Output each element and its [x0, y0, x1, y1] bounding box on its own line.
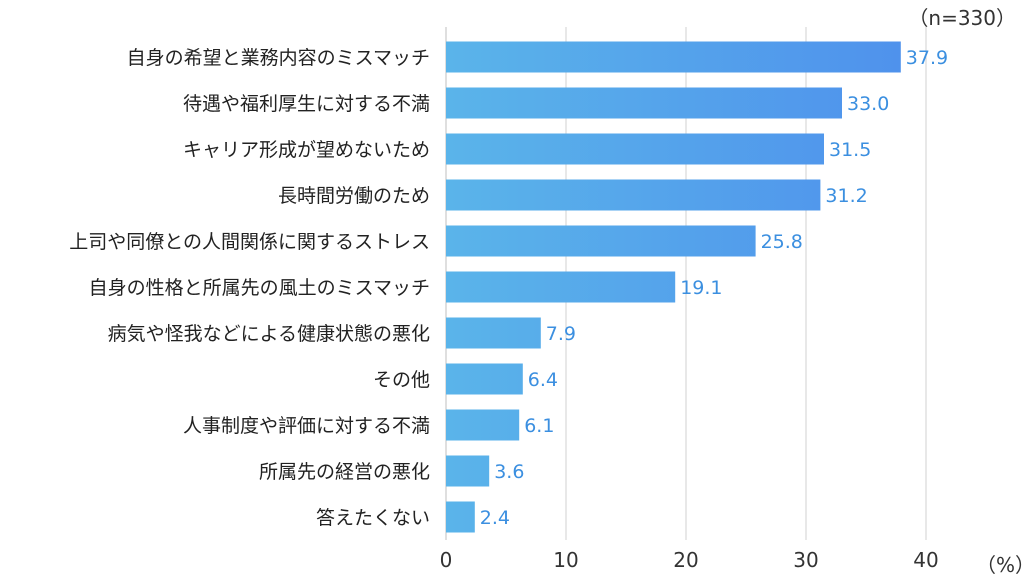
- category-label: 上司や同僚との人間関係に関するストレス: [69, 231, 430, 253]
- x-tick-label: 0: [440, 548, 453, 572]
- value-label: 31.5: [829, 139, 871, 161]
- x-tick-label: 30: [793, 548, 818, 572]
- value-labels: 37.9 33.0 31.5 31.2 25.8 19.1 7.9 6.4 6.1 3.6 2.4: [480, 47, 948, 529]
- bar: [446, 133, 824, 165]
- category-label: 自身の希望と業務内容のミスマッチ: [127, 47, 430, 69]
- category-labels: 自身の希望と業務内容のミスマッチ待遇や福利厚生に対する不満キャリア形成が望めない…: [69, 47, 430, 529]
- x-axis-unit-label: （%）: [976, 553, 1024, 577]
- bar: [446, 363, 523, 395]
- x-tick-labels: 0 10 20 30 40: [440, 548, 939, 572]
- value-label: 3.6: [494, 461, 524, 483]
- value-label: 25.8: [761, 231, 803, 253]
- value-label: 31.2: [825, 185, 867, 207]
- bar: [446, 409, 520, 441]
- category-label: キャリア形成が望めないため: [183, 139, 430, 161]
- bar: [446, 455, 490, 487]
- category-label: その他: [373, 369, 430, 391]
- sample-size-note: （n=330）: [908, 6, 1016, 30]
- bars: [446, 41, 901, 533]
- value-label: 6.1: [524, 415, 554, 437]
- bar: [446, 179, 821, 211]
- bar: [446, 501, 475, 533]
- bar: [446, 317, 541, 349]
- value-label: 6.4: [528, 369, 558, 391]
- value-label: 37.9: [906, 47, 948, 69]
- value-label: 2.4: [480, 507, 510, 529]
- value-label: 19.1: [680, 277, 722, 299]
- category-label: 答えたくない: [316, 507, 430, 529]
- value-label: 33.0: [847, 93, 889, 115]
- category-label: 長時間労働のため: [278, 185, 430, 207]
- category-label: 病気や怪我などによる健康状態の悪化: [108, 323, 430, 345]
- bar: [446, 225, 756, 257]
- bar: [446, 271, 676, 303]
- value-label: 7.9: [546, 323, 576, 345]
- bar: [446, 41, 901, 73]
- category-label: 所属先の経営の悪化: [259, 461, 430, 483]
- bar: [446, 87, 842, 119]
- category-label: 待遇や福利厚生に対する不満: [183, 93, 430, 115]
- x-tick-label: 20: [673, 548, 698, 572]
- category-label: 自身の性格と所属先の風土のミスマッチ: [89, 277, 430, 299]
- category-label: 人事制度や評価に対する不満: [183, 415, 430, 437]
- x-tick-label: 40: [913, 548, 938, 572]
- x-tick-label: 10: [553, 548, 578, 572]
